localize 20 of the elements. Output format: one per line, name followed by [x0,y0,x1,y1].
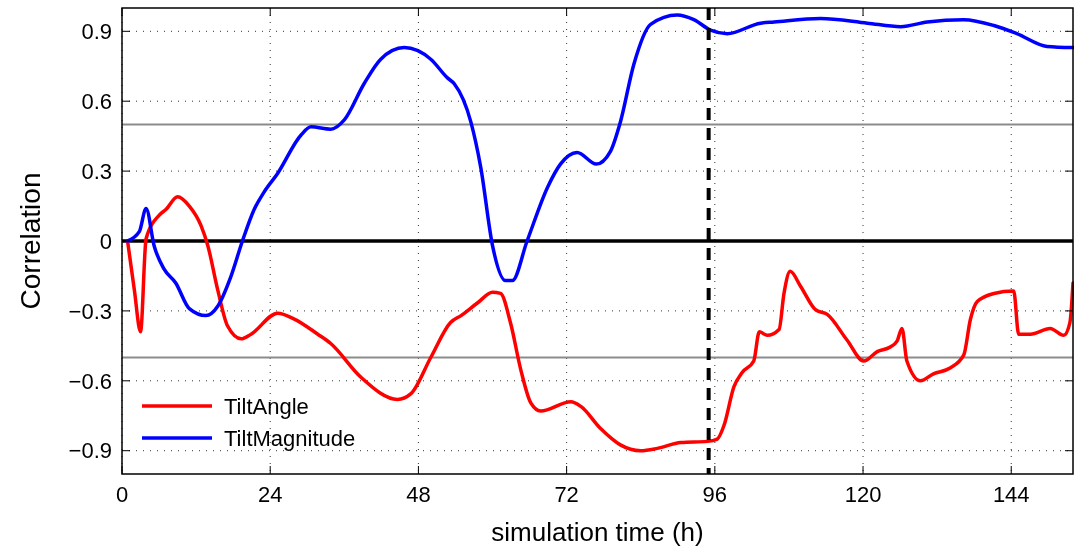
y-tick-label: 0.9 [81,19,112,44]
line-series [125,13,1074,318]
x-tick-label: 0 [115,482,129,507]
x-axis-title: simulation time (h) [491,517,704,547]
y-axis-title: Correlation [15,172,46,310]
y-tick-label: 0 [99,228,112,254]
x-tick-label: 144 [992,482,1030,507]
x-tick-label: 48 [406,482,431,507]
y-tick-label: −0.6 [68,368,112,394]
y-tick-label: −0.9 [68,438,112,464]
legend-label: TiltAngle [224,393,309,419]
x-tick-label: 120 [844,482,882,507]
x-tick-label: 24 [257,482,283,507]
y-tick-label: 0.3 [81,158,112,184]
line-series [125,194,1074,453]
y-tick-label: −0.3 [68,298,112,324]
y-tick-label: 0.6 [81,88,112,114]
x-tick-label: 72 [554,482,579,507]
legend-label: TiltMagnitude [224,425,356,451]
x-tick-label: 96 [702,482,728,507]
